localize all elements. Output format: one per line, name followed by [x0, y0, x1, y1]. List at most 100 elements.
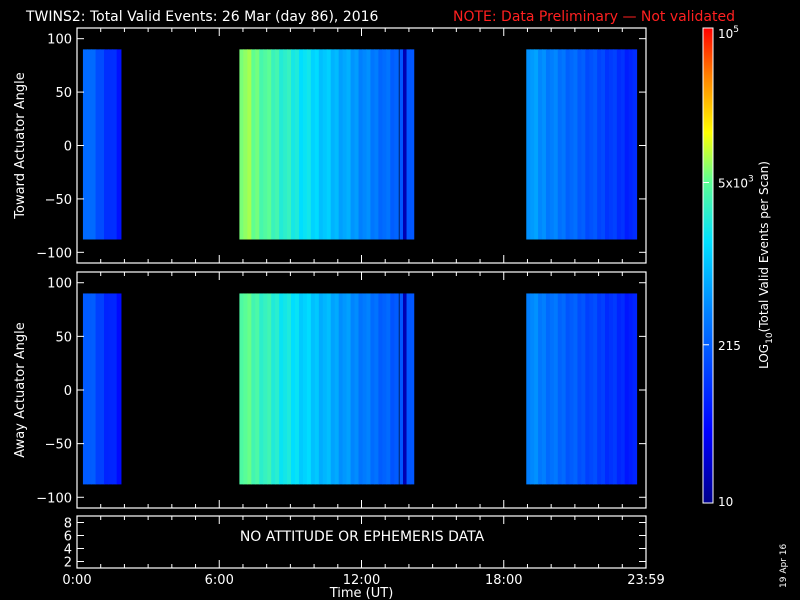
heatmap-cell — [291, 293, 296, 485]
heatmap-cell — [624, 49, 630, 240]
heatmap-segment — [399, 293, 415, 485]
heatmap-cell — [601, 293, 606, 485]
heatmap-cell — [608, 293, 614, 485]
heatmap-cell — [318, 293, 324, 485]
heatmap-cell — [589, 293, 594, 485]
heatmap-cell — [314, 293, 320, 485]
heatmap-cell — [374, 49, 379, 240]
heatmap-cell — [612, 293, 618, 485]
heatmap-cell — [561, 49, 567, 240]
heatmap-cell — [87, 293, 92, 485]
heatmap-cell — [239, 49, 244, 240]
heatmap-cell — [298, 49, 304, 240]
heatmap-cell — [306, 293, 312, 485]
heatmap-cell — [99, 293, 105, 485]
heatmap-cell — [593, 49, 598, 240]
heatmap-cell — [247, 293, 252, 485]
heatmap-cell — [259, 293, 264, 485]
y-tick-label: 4 — [64, 543, 72, 558]
heatmap-cell — [616, 49, 622, 240]
heatmap-cell — [370, 293, 376, 485]
heatmap-cell — [557, 293, 563, 485]
heatmap-cell — [378, 293, 383, 485]
y-tick-label: −100 — [36, 246, 72, 261]
no-data-message: NO ATTITUDE OR EPHEMERIS DATA — [240, 529, 485, 545]
heatmap-cell — [279, 293, 284, 485]
heatmap-cell — [338, 49, 344, 240]
heatmap-cell — [620, 293, 626, 485]
heatmap-cell — [545, 293, 551, 485]
heatmap-segment — [526, 49, 638, 240]
heatmap-cell — [632, 49, 638, 240]
heatmap-cell — [267, 49, 272, 240]
heatmap-cell — [306, 49, 312, 240]
heatmap-cell — [601, 49, 606, 240]
x-tick-label: 6:00 — [205, 573, 234, 588]
heatmap-cell — [628, 49, 634, 240]
heatmap-cell — [298, 293, 304, 485]
heatmap-cell — [354, 49, 360, 240]
heatmap-cell — [565, 49, 571, 240]
colorbar-label-log: LOG — [757, 344, 771, 369]
heatmap-cell — [390, 49, 395, 240]
heatmap-cell — [530, 49, 535, 240]
heatmap-cell — [346, 293, 352, 485]
y-tick-label: 0 — [64, 140, 72, 155]
heatmap-cell — [526, 49, 531, 240]
y-axis-label: Away Actuator Angle — [13, 322, 28, 457]
heatmap-cell — [538, 293, 543, 485]
heatmap-cell — [370, 49, 376, 240]
heatmap-cell — [283, 293, 288, 485]
heatmap-segment — [399, 49, 415, 240]
x-axis-label: Time (UT) — [329, 586, 394, 600]
heatmap-cell — [624, 293, 630, 485]
y-tick-label: −50 — [45, 193, 72, 208]
heatmap-cell — [530, 293, 535, 485]
heatmap-cell — [243, 49, 248, 240]
heatmap-cell — [358, 49, 364, 240]
heatmap-cell — [628, 293, 634, 485]
heatmap-cell — [378, 49, 383, 240]
heatmap-cell — [330, 49, 336, 240]
heatmap-cell — [386, 49, 391, 240]
heatmap-cell — [394, 293, 399, 485]
heatmap-cell — [585, 293, 590, 485]
heatmap-cell — [382, 49, 387, 240]
heatmap-cell — [394, 49, 399, 240]
heatmap-cell — [279, 49, 284, 240]
heatmap-cell — [338, 293, 344, 485]
heatmap-segment — [82, 49, 122, 240]
heatmap-cell — [402, 49, 408, 240]
heatmap-segment — [526, 293, 638, 485]
heatmap-cell — [410, 49, 415, 240]
x-tick-label: 12:00 — [343, 573, 380, 588]
heatmap-segment — [82, 293, 122, 485]
heatmap-cell — [386, 293, 391, 485]
heatmap-cell — [597, 49, 602, 240]
heatmap-cell — [310, 293, 316, 485]
heatmap-cell — [565, 293, 571, 485]
x-tick-label: 23:59 — [627, 573, 664, 588]
heatmap-cell — [247, 49, 252, 240]
heatmap-cell — [112, 49, 118, 240]
heatmap-cell — [82, 293, 88, 485]
heatmap-cell — [553, 293, 559, 485]
heatmap-cell — [581, 293, 586, 485]
heatmap-cell — [334, 49, 340, 240]
y-tick-label: −50 — [45, 438, 72, 453]
heatmap-cell — [259, 49, 264, 240]
heatmap-cell — [271, 49, 276, 240]
heatmap-cell — [263, 293, 268, 485]
y-tick-label: −100 — [36, 491, 72, 506]
heatmap-segment — [239, 49, 399, 240]
heatmap-cell — [330, 293, 336, 485]
colorbar-tick-label: 5x103 — [718, 174, 754, 190]
heatmap-cell — [287, 293, 292, 485]
heatmap-cell — [116, 293, 122, 485]
heatmap-cell — [91, 49, 97, 240]
heatmap-cell — [267, 293, 272, 485]
heatmap-cell — [283, 49, 288, 240]
heatmap-cell — [255, 49, 260, 240]
